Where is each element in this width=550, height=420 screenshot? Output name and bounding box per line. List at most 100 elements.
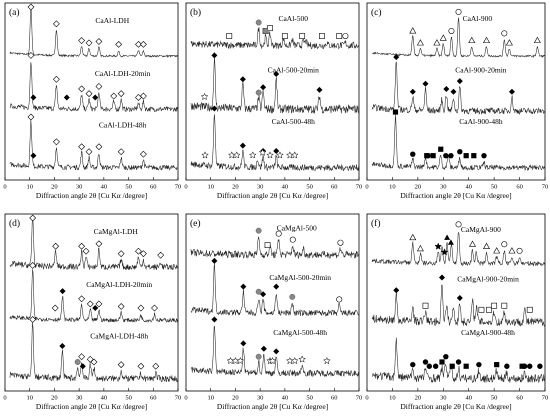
xrd-trace (371, 231, 545, 267)
marker-diamond-open-2 (78, 37, 86, 44)
marker-triangle-open-4 (468, 36, 476, 44)
marker-diamond-8 (59, 288, 66, 295)
marker-triangle-open-6 (505, 39, 513, 46)
series-label: CaMgAl-900-48h (461, 328, 515, 337)
plot-frame (185, 2, 360, 181)
marker-diamond-open-3 (90, 358, 98, 366)
marker-star-open-13 (323, 356, 331, 365)
series-label: CaMgAl-500-48h (273, 328, 327, 337)
x-tick-label: 60 (331, 184, 338, 191)
marker-circle-gray-5 (289, 293, 296, 300)
x-tick-label: 50 (125, 184, 132, 191)
marker-circle-10 (455, 359, 462, 365)
marker-circle-gray-7 (255, 19, 262, 26)
marker-diamond-2 (260, 345, 267, 352)
x-tick-label: 60 (150, 184, 157, 191)
marker-diamond-open-3 (85, 148, 93, 156)
x-axis-label: Diffraction angle 2θ [Cu Kα /degree] (36, 402, 147, 411)
marker-circle-open-6 (336, 296, 343, 303)
marker-diamond-open-6 (117, 90, 125, 98)
series-label: CaMgAl-LDH (94, 227, 139, 236)
x-tick-label: 50 (491, 395, 498, 402)
marker-square-5 (471, 153, 477, 159)
marker-diamond-2 (456, 295, 463, 302)
marker-diamond-1 (439, 274, 446, 281)
marker-circle-open-2 (289, 236, 296, 243)
marker-square-1 (449, 363, 455, 369)
marker-diamond-1 (239, 142, 246, 149)
x-axis: 0 10 20 30 40 50 60 70 (365, 388, 548, 402)
xrd-trace (190, 325, 359, 378)
marker-circle-11 (481, 152, 487, 159)
x-tick-label: 70 (542, 184, 549, 191)
marker-star-6 (434, 242, 443, 250)
marker-diamond-open-2 (78, 242, 86, 250)
marker-diamond-open-6 (152, 362, 160, 370)
x-tick-label: 0 (184, 184, 187, 191)
marker-circle-open-10 (455, 221, 462, 228)
marker-diamond-open-1 (52, 20, 60, 28)
x-tick-label: 20 (232, 184, 239, 191)
marker-diamond-0 (393, 287, 400, 294)
x-axis-label: Diffraction angle 2θ [Cu Kα /degree] (217, 191, 328, 200)
marker-diamond-3 (273, 348, 280, 355)
marker-diamond-3 (273, 70, 280, 77)
series-label: CaMgAl-500-20min (269, 273, 331, 282)
x-tick-label: 20 (415, 184, 422, 191)
marker-diamond-open-0 (27, 3, 35, 11)
x-tick-label: 0 (365, 184, 368, 191)
xrd-trace (9, 215, 178, 271)
x-tick-label: 10 (26, 395, 33, 402)
marker-circle-open-12 (516, 247, 523, 254)
marker-diamond-open-4 (95, 83, 103, 90)
series-label: CaMgAl-900 (461, 225, 501, 234)
xrd-trace (190, 263, 359, 317)
xrd-trace (371, 114, 545, 172)
x-tick-label: 30 (257, 184, 264, 191)
series-label: CaMgAl-900-20min (457, 275, 519, 284)
marker-square-2 (463, 363, 469, 369)
marker-circle-gray-0 (255, 227, 262, 234)
marker-circle-open-3 (337, 239, 344, 246)
marker-circle-14 (527, 363, 533, 369)
xrd-trace (9, 7, 178, 58)
marker-circle-open-8 (448, 27, 455, 34)
series-label: CaAl-500-20min (268, 65, 319, 74)
marker-diamond-1 (240, 340, 247, 347)
x-tick-label: 60 (150, 395, 157, 402)
marker-square-open-4 (478, 306, 485, 313)
marker-diamond-open-6 (137, 304, 145, 312)
marker-circle-open-10 (501, 30, 508, 37)
marker-diamond-5 (456, 78, 463, 85)
x-tick-label: 20 (51, 184, 58, 191)
marker-triangle-open-0 (409, 233, 417, 241)
panel-label: (e) (190, 218, 201, 229)
marker-triangle-open-4 (493, 247, 501, 254)
x-axis-label: Diffraction angle 2θ [Cu Kα /degree] (400, 402, 511, 411)
marker-diamond-open-6 (135, 247, 142, 255)
x-tick-label: 60 (516, 184, 523, 191)
marker-diamond-0 (393, 54, 400, 61)
marker-circle-8 (443, 152, 449, 159)
marker-star-open-9 (266, 151, 274, 159)
marker-diamond-open-3 (85, 39, 93, 47)
marker-star-open-12 (290, 151, 299, 159)
marker-square-3 (494, 362, 500, 368)
marker-circle-9 (443, 353, 449, 360)
x-tick-label: 70 (356, 395, 363, 402)
marker-circle-gray-4 (255, 288, 262, 295)
plot-frame (4, 2, 179, 181)
marker-circle-12 (504, 363, 510, 369)
marker-star-open-7 (248, 151, 257, 159)
series-label: CaMgAl-LDH-48h (90, 331, 148, 340)
marker-diamond-open-8 (157, 251, 165, 259)
marker-triangle-open-3 (439, 34, 447, 41)
x-axis-label: Diffraction angle 2θ [Cu Kα /degree] (36, 191, 147, 200)
marker-diamond-2 (422, 80, 429, 87)
marker-diamond-0 (211, 52, 218, 59)
marker-circle-open-9 (342, 33, 349, 40)
marker-triangle-open-2 (469, 240, 477, 247)
marker-square-open-0 (226, 33, 233, 39)
plot-frame (185, 213, 360, 392)
xrd-trace (371, 17, 545, 59)
